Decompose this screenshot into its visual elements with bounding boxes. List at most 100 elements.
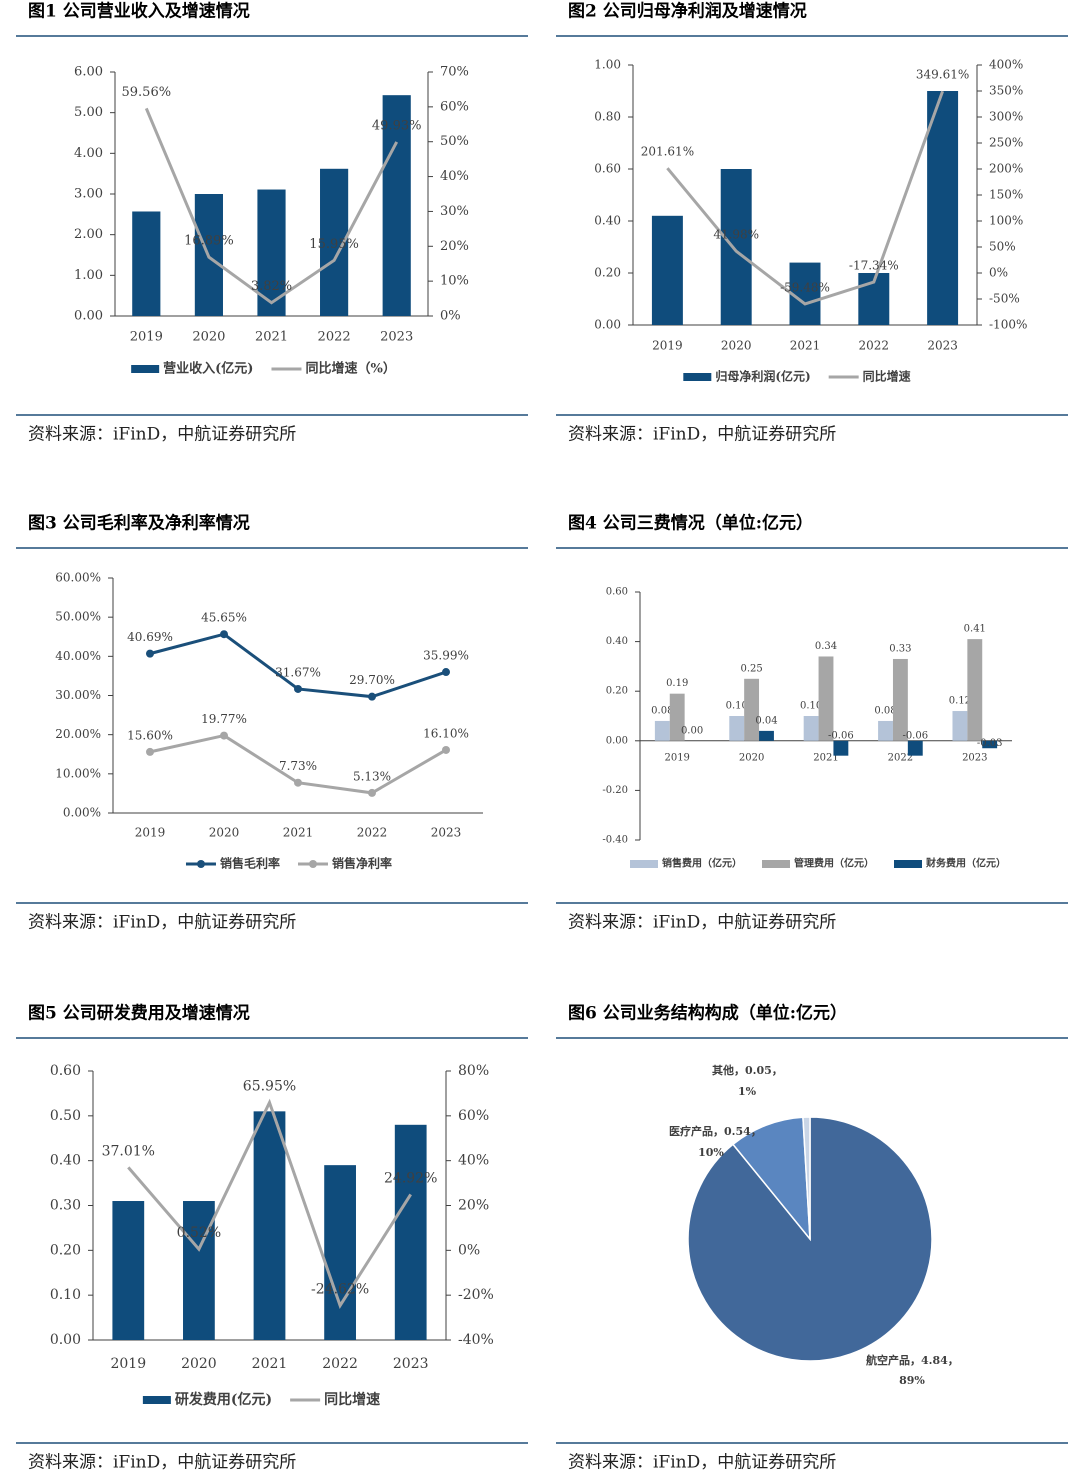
bar bbox=[818, 656, 834, 741]
legend-label: 归母净利润(亿元) bbox=[715, 369, 810, 384]
bar bbox=[729, 716, 745, 741]
data-label: 0.25 bbox=[740, 663, 762, 674]
data-label: 0.04 bbox=[755, 715, 777, 726]
legend-label: 研发费用(亿元) bbox=[175, 1391, 272, 1408]
y-tick-label: 0.60 bbox=[606, 587, 628, 598]
data-label: 0.33 bbox=[889, 643, 911, 654]
legend-swatch bbox=[309, 860, 317, 868]
data-label: 0.34 bbox=[815, 641, 837, 652]
pie-label: 其他，0.05， bbox=[712, 1063, 783, 1077]
x-tick-label: 2020 bbox=[209, 826, 240, 840]
marker bbox=[146, 649, 154, 658]
bar bbox=[183, 1201, 215, 1340]
data-label: 0.12 bbox=[949, 696, 971, 707]
source-note: 资料来源：iFinD，中航证券研究所 bbox=[568, 913, 836, 933]
y-tick-label: 0.50 bbox=[50, 1108, 81, 1124]
data-label: -59.48% bbox=[780, 280, 830, 294]
x-tick-label: 2021 bbox=[813, 752, 838, 763]
x-tick-label: 2019 bbox=[130, 330, 163, 345]
x-tick-label: 2020 bbox=[721, 339, 752, 353]
y2-tick-label: 0% bbox=[458, 1242, 480, 1258]
chart-title: 图3 公司毛利率及净利率情况 bbox=[28, 513, 250, 534]
data-label: 16.89% bbox=[184, 234, 234, 249]
data-label: 0.08 bbox=[874, 705, 896, 716]
x-tick-label: 2020 bbox=[192, 330, 225, 345]
pie-slice bbox=[802, 1116, 811, 1240]
bar bbox=[253, 1111, 286, 1340]
y-tick-label: 0.00% bbox=[63, 806, 101, 820]
data-label: 40.69% bbox=[127, 630, 173, 644]
y-tick-label: 0.60 bbox=[594, 162, 621, 176]
data-label: 5.13% bbox=[353, 769, 391, 783]
data-label: 0.10 bbox=[726, 701, 748, 712]
x-tick-label: 2023 bbox=[431, 826, 462, 840]
bar bbox=[878, 720, 893, 741]
x-tick-label: 2021 bbox=[255, 330, 288, 345]
y-tick-label: 10.00% bbox=[55, 766, 101, 780]
legend-swatch bbox=[894, 860, 922, 868]
y-tick-label: 40.00% bbox=[55, 649, 101, 663]
chart-title: 图6 公司业务结构构成（单位:亿元） bbox=[568, 1003, 847, 1024]
source-note: 资料来源：iFinD，中航证券研究所 bbox=[28, 913, 296, 933]
data-label: 65.95% bbox=[243, 1078, 296, 1094]
y2-tick-label: 400% bbox=[989, 58, 1023, 72]
y2-tick-label: 60% bbox=[458, 1108, 489, 1124]
data-label: 201.61% bbox=[641, 145, 694, 159]
y2-tick-label: -100% bbox=[989, 318, 1027, 332]
y-tick-label: 60.00% bbox=[55, 571, 101, 585]
x-tick-label: 2019 bbox=[110, 1356, 146, 1372]
y-tick-label: 0.00 bbox=[606, 735, 628, 746]
y2-tick-label: -50% bbox=[989, 292, 1020, 306]
y-tick-label: 0.60 bbox=[50, 1063, 81, 1079]
legend-label: 同比增速 bbox=[863, 369, 911, 384]
marker bbox=[220, 731, 228, 740]
data-label: -17.34% bbox=[849, 259, 899, 273]
x-tick-label: 2019 bbox=[652, 339, 683, 353]
marker bbox=[368, 788, 376, 797]
chart-title: 图2 公司归母净利润及增速情况 bbox=[568, 1, 807, 22]
bar bbox=[982, 740, 998, 749]
y-tick-label: 6.00 bbox=[74, 65, 103, 80]
legend-swatch bbox=[683, 373, 712, 381]
y-tick-label: 0.40 bbox=[50, 1153, 81, 1169]
y-tick-label: 0.20 bbox=[594, 266, 621, 280]
x-tick-label: 2022 bbox=[318, 330, 351, 345]
y2-tick-label: 350% bbox=[989, 84, 1023, 98]
y-tick-label: 0.00 bbox=[50, 1332, 81, 1348]
y2-tick-label: 20% bbox=[458, 1198, 489, 1214]
y-tick-label: 0.40 bbox=[606, 636, 628, 647]
marker bbox=[294, 684, 302, 693]
y2-tick-label: -20% bbox=[458, 1287, 494, 1303]
data-label: 0.10 bbox=[800, 701, 822, 712]
y2-tick-label: 250% bbox=[989, 136, 1023, 150]
data-label: 41.98% bbox=[713, 228, 759, 242]
y-tick-label: -0.40 bbox=[602, 835, 628, 846]
data-label: 0.19 bbox=[666, 678, 688, 689]
legend-swatch bbox=[630, 860, 658, 868]
x-tick-label: 2020 bbox=[181, 1356, 217, 1372]
data-label: 15.95% bbox=[309, 237, 359, 252]
source-note: 资料来源：iFinD，中航证券研究所 bbox=[568, 425, 836, 445]
y2-tick-label: 50% bbox=[440, 134, 469, 149]
bar bbox=[952, 711, 968, 741]
x-tick-label: 2022 bbox=[859, 339, 890, 353]
bar bbox=[907, 740, 923, 756]
legend-swatch bbox=[196, 860, 205, 868]
data-label: 35.99% bbox=[423, 649, 469, 663]
pie-label: 10% bbox=[698, 1146, 724, 1159]
data-label: 16.10% bbox=[423, 726, 469, 740]
x-tick-label: 2020 bbox=[739, 752, 764, 763]
data-label: 37.01% bbox=[102, 1143, 155, 1159]
y-tick-label: 4.00 bbox=[74, 146, 103, 161]
data-label: 59.56% bbox=[122, 85, 172, 100]
pie-label: 1% bbox=[738, 1085, 757, 1098]
y2-tick-label: 200% bbox=[989, 162, 1023, 176]
y-tick-label: 3.00 bbox=[74, 187, 103, 202]
data-label: 0.52% bbox=[177, 1225, 221, 1241]
chart-title: 图1 公司营业收入及增速情况 bbox=[28, 1, 250, 22]
data-label: -0.06 bbox=[828, 730, 854, 741]
y2-tick-label: 80% bbox=[458, 1063, 489, 1079]
x-tick-label: 2019 bbox=[135, 826, 166, 840]
y-tick-label: 0.30 bbox=[50, 1198, 81, 1214]
